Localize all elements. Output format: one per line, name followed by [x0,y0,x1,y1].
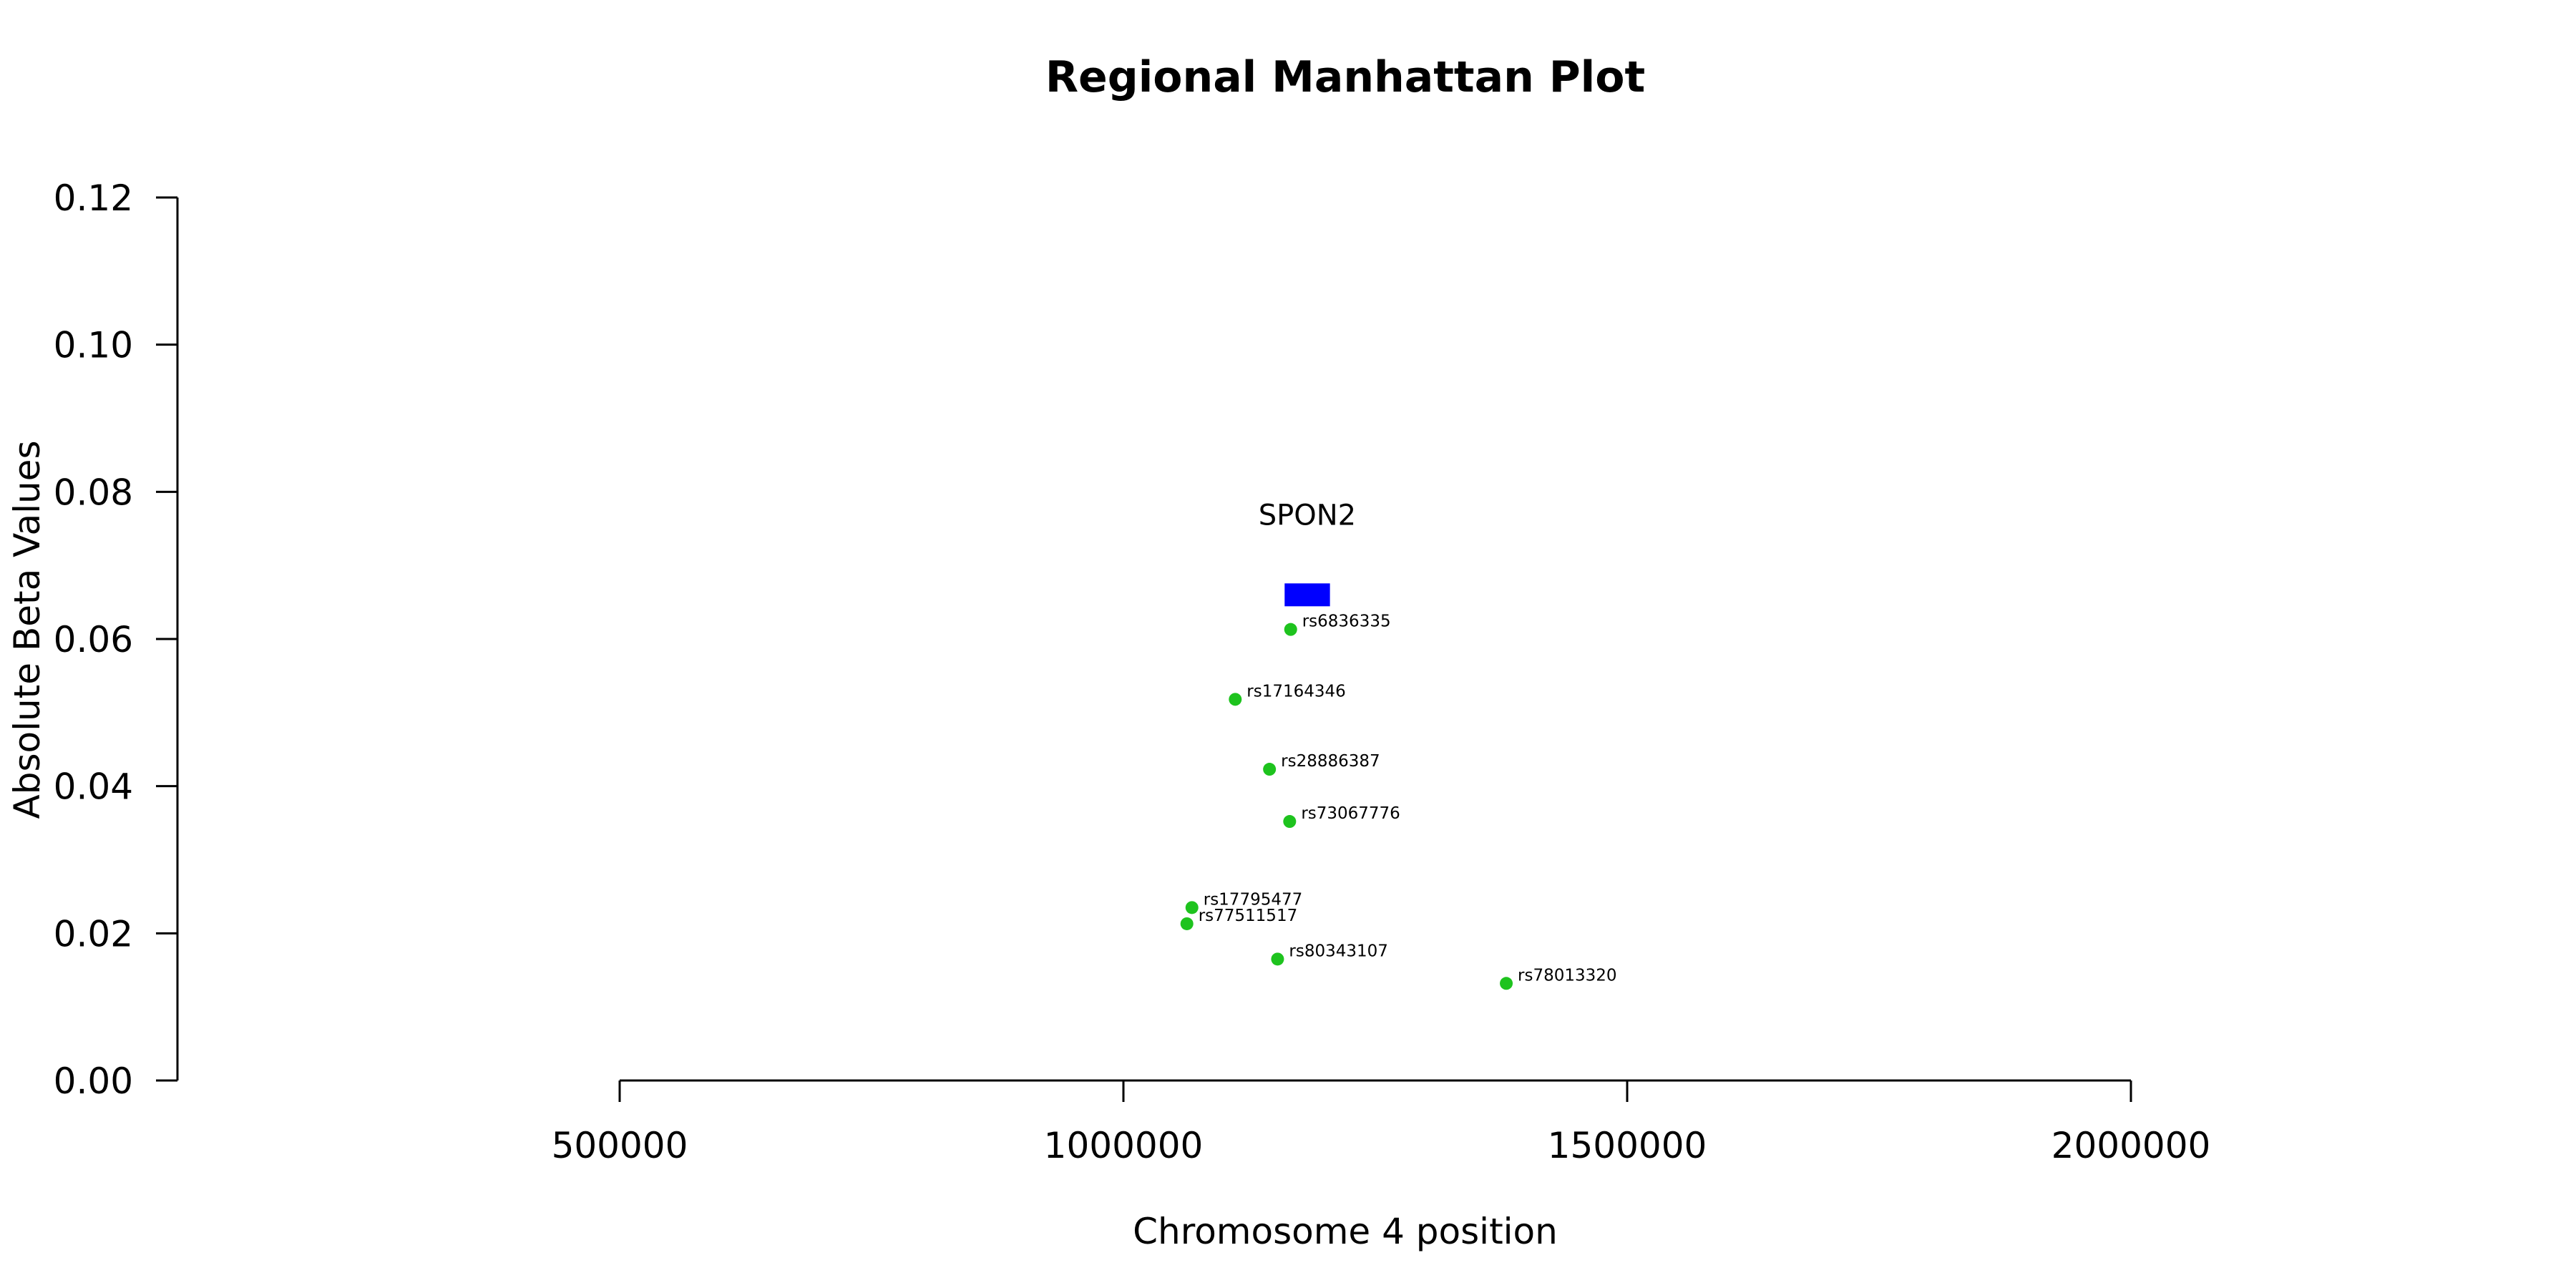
y-tick-label: 0.00 [54,1060,133,1102]
y-tick-label: 0.04 [54,766,133,808]
snp-label: rs73067776 [1301,804,1400,823]
y-axis: 0.00 0.02 0.04 0.06 0.08 0.10 0.12 [54,177,179,1102]
x-axis: 500000 1000000 1500000 2000000 [552,1079,2211,1166]
gene-bar [1284,583,1330,607]
snp-label: rs17164346 [1246,682,1346,701]
snp-label: rs80343107 [1289,942,1388,960]
snp-label: rs28886387 [1281,752,1380,771]
y-tick-label: 0.06 [54,619,133,660]
snp-points: rs6836335 rs17164346 rs28886387 rs73067776 r… [1180,613,1617,990]
snp-point [1283,815,1297,829]
snp-point [1271,952,1284,966]
y-tick-label: 0.02 [54,913,133,955]
gene-track: SPON2 [1259,499,1356,607]
snp-point [1229,693,1242,706]
x-tick-label: 1500000 [1548,1125,1707,1166]
snp-point [1284,623,1297,636]
snp-point [1500,977,1513,990]
snp-point [1180,917,1194,930]
x-tick-label: 500000 [552,1125,688,1166]
snp-point [1263,763,1277,776]
snp-label: rs78013320 [1518,966,1617,985]
chart-title: Regional Manhattan Plot [1045,52,1645,102]
y-tick-label: 0.12 [54,177,133,219]
snp-point [1185,901,1199,914]
x-tick-label: 1000000 [1044,1125,1204,1166]
y-axis-label: Absolute Beta Values [6,441,48,819]
snp-label: rs17795477 [1204,890,1303,909]
x-axis-label: Chromosome 4 position [1133,1211,1558,1252]
x-tick-label: 2000000 [2051,1125,2211,1166]
snp-label: rs6836335 [1302,613,1391,631]
y-tick-label: 0.08 [54,472,133,513]
gene-label: SPON2 [1259,499,1356,532]
y-tick-label: 0.10 [54,325,133,366]
snp-label: rs77511517 [1199,907,1298,925]
